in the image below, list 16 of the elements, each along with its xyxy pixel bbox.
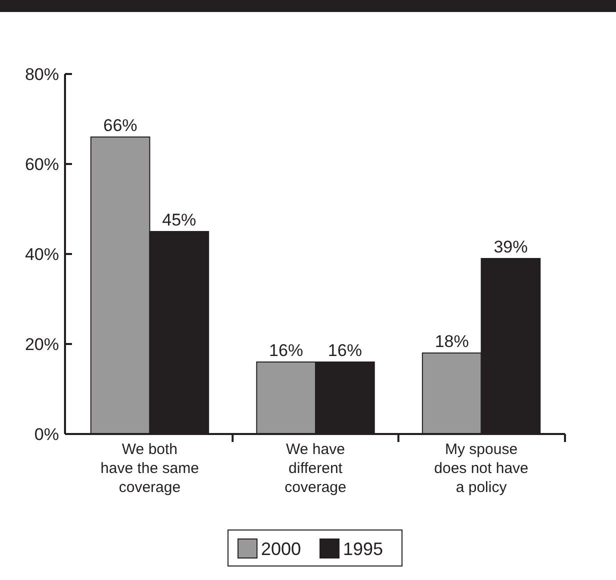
- y-tick-label: 40%: [24, 245, 59, 264]
- legend-label: 1995: [343, 539, 384, 559]
- x-tick-label: We both have the same coverage: [100, 441, 199, 496]
- x-tick-label: My spouse does not have a policy: [434, 441, 528, 496]
- data-label: 66%: [103, 116, 138, 135]
- x-tick-label: We have different coverage: [284, 441, 346, 496]
- y-tick-label: 80%: [24, 65, 59, 84]
- data-label: 45%: [162, 210, 196, 230]
- y-tick-label: 20%: [24, 335, 59, 354]
- legend-label: 2000: [261, 539, 302, 559]
- y-tick-label: 0%: [34, 425, 59, 444]
- y-tick-label: 60%: [24, 155, 59, 174]
- data-label: 39%: [494, 238, 528, 256]
- data-label: 16%: [269, 341, 304, 360]
- data-label: 16%: [328, 341, 362, 360]
- data-label: 18%: [434, 332, 469, 351]
